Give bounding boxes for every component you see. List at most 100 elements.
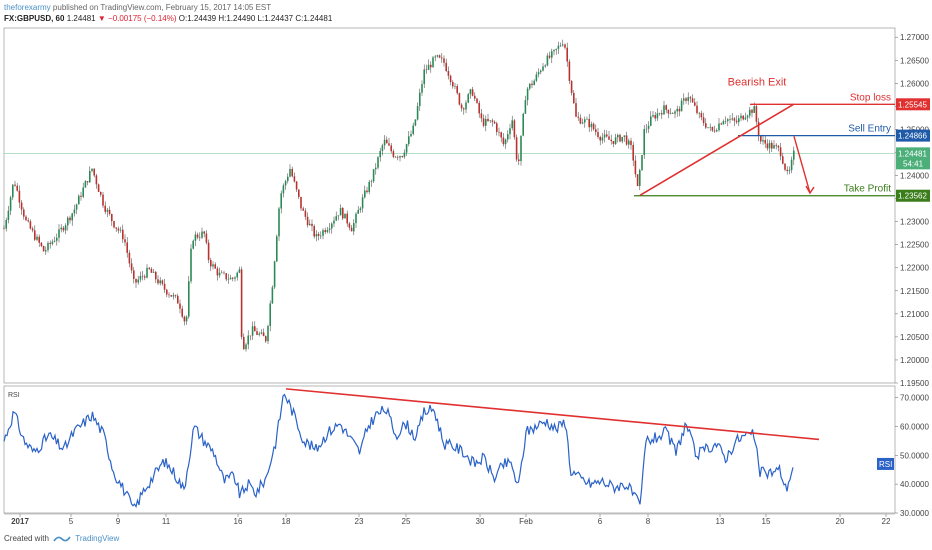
- candle-body: [254, 326, 256, 332]
- candle-body: [377, 157, 379, 168]
- candle-body: [394, 156, 397, 158]
- author-link[interactable]: theforexarmy: [4, 3, 51, 12]
- candle-body: [223, 272, 225, 274]
- candle-body: [515, 137, 518, 160]
- candle-body: [29, 221, 32, 229]
- candle-body: [236, 272, 238, 278]
- time-tick-label: Feb: [519, 517, 533, 526]
- candle-body: [632, 145, 634, 161]
- open-value: O:1.24439: [178, 14, 217, 23]
- candle-body: [9, 197, 12, 211]
- candle-body: [645, 128, 648, 130]
- candle-body: [179, 303, 181, 309]
- price-tick-label: 1.22500: [900, 241, 929, 250]
- candle-body: [216, 268, 219, 276]
- candle-body: [779, 147, 782, 157]
- candle-body: [689, 97, 692, 99]
- candle-body: [221, 272, 223, 274]
- candle-body: [496, 123, 498, 132]
- candle-body: [291, 168, 293, 177]
- candle-body: [317, 234, 320, 236]
- candle-body: [674, 111, 676, 114]
- candle-body: [408, 136, 410, 145]
- candle-body: [768, 142, 771, 149]
- candle-body: [478, 102, 480, 114]
- price-tick-label: 1.27000: [900, 33, 929, 42]
- candle-body: [284, 181, 287, 186]
- candle-body: [368, 181, 370, 193]
- candle-body: [390, 145, 392, 152]
- candle-body: [621, 136, 623, 142]
- time-tick-label: 25: [402, 517, 411, 526]
- candle-body: [353, 223, 355, 232]
- candle-body: [210, 259, 212, 267]
- candle-body: [639, 170, 641, 187]
- price-tick-label: 1.20000: [900, 356, 929, 365]
- candle-body: [159, 280, 161, 284]
- bar-countdown: 54:41: [903, 159, 924, 168]
- price-tick-label: 1.24000: [900, 172, 929, 181]
- candle-body: [170, 295, 172, 297]
- candle-body: [249, 335, 252, 337]
- candle-body: [665, 105, 667, 110]
- symbol-label: FX:GBPUSD, 60: [4, 14, 65, 23]
- time-tick-label: 22: [882, 517, 891, 526]
- time-tick-label: 6: [598, 517, 603, 526]
- candle-body: [12, 184, 14, 198]
- candle-body: [137, 279, 139, 283]
- candle-body: [542, 66, 544, 71]
- candle-body: [82, 187, 84, 197]
- candle-body: [100, 191, 102, 195]
- candle-body: [364, 190, 366, 198]
- candle-body: [760, 135, 762, 142]
- candle-body: [273, 261, 276, 288]
- last-price: 1.24481: [66, 14, 96, 23]
- candle-body: [647, 125, 650, 129]
- candle-body: [456, 85, 458, 94]
- candle-body: [370, 181, 373, 182]
- candle-body: [201, 231, 203, 238]
- candle-body: [548, 55, 551, 58]
- tradingview-brand[interactable]: TradingView: [75, 534, 120, 543]
- candle-body: [476, 98, 478, 103]
- candle-body: [771, 142, 773, 149]
- candle-body: [641, 154, 643, 171]
- candle-body: [522, 113, 524, 136]
- time-tick-label: 20: [836, 517, 845, 526]
- rsi-badge: RSI: [879, 460, 892, 469]
- candle-body: [399, 156, 401, 158]
- candle-body: [172, 295, 175, 297]
- candle-body: [533, 80, 535, 86]
- candle-body: [146, 267, 148, 278]
- candle-body: [331, 223, 333, 229]
- time-tick-label: 23: [355, 517, 364, 526]
- candle-body: [579, 117, 582, 124]
- candle-body: [434, 56, 436, 58]
- rsi-tick-label: 60.0000: [900, 422, 929, 431]
- candle-body: [328, 228, 331, 230]
- candle-body: [181, 308, 183, 317]
- candle-body: [115, 227, 117, 229]
- candle-body: [359, 208, 362, 211]
- candle-body: [597, 132, 599, 138]
- candle-body: [14, 184, 16, 186]
- candle-body: [661, 113, 663, 115]
- candle-body: [196, 234, 199, 238]
- candle-body: [243, 336, 245, 350]
- candle-body: [511, 120, 513, 129]
- candle-body: [727, 119, 729, 122]
- candle-body: [575, 103, 577, 117]
- candle-body: [144, 276, 146, 278]
- candle-body: [643, 129, 645, 155]
- price-tick-label: 1.20500: [900, 333, 929, 342]
- candle-body: [454, 85, 456, 87]
- candle-body: [183, 316, 186, 322]
- candle-body: [793, 150, 795, 160]
- candle-body: [34, 230, 36, 240]
- rsi-badge-bg: [877, 457, 894, 470]
- candle-body: [135, 278, 137, 283]
- candle-body: [658, 113, 661, 114]
- candle-body: [524, 100, 527, 114]
- candle-body: [339, 207, 342, 216]
